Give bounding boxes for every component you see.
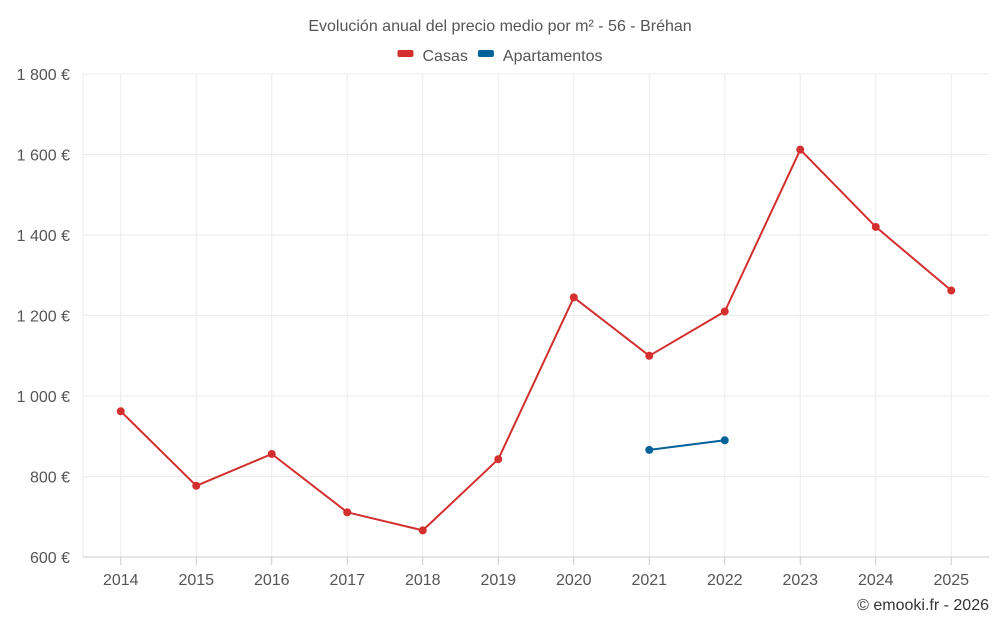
series-group xyxy=(116,145,956,535)
series-line xyxy=(120,148,952,532)
y-tick-label: 1 400 € xyxy=(17,228,70,245)
data-point[interactable] xyxy=(418,526,427,535)
y-tick-label: 1 800 € xyxy=(17,67,70,84)
data-point[interactable] xyxy=(343,508,352,517)
x-tick-label: 2019 xyxy=(480,572,516,589)
x-tick-label: 2015 xyxy=(178,572,214,589)
legend-swatch xyxy=(397,50,414,57)
y-tick-label: 600 € xyxy=(30,550,70,567)
data-point[interactable] xyxy=(494,455,503,464)
data-point[interactable] xyxy=(720,307,729,316)
y-tick-label: 1 600 € xyxy=(17,148,70,165)
x-tick-label: 2024 xyxy=(858,572,894,589)
x-tick-label: 2020 xyxy=(556,572,592,589)
credit-text: © emooki.fr - 2026 xyxy=(857,597,989,614)
series-casas xyxy=(116,145,956,535)
data-point[interactable] xyxy=(569,293,578,302)
y-tick-label: 1 000 € xyxy=(17,389,70,406)
data-point[interactable] xyxy=(116,407,125,416)
data-point[interactable] xyxy=(796,145,805,154)
y-tick-label: 1 200 € xyxy=(17,309,70,326)
y-tick-label: 800 € xyxy=(30,470,70,487)
y-axis: 600 € 800 € 1 000 € 1 200 € 1 400 € 1 600 € 1 … xyxy=(17,67,70,567)
data-point[interactable] xyxy=(720,436,729,445)
legend-label: Casas xyxy=(423,48,468,65)
series-apartamentos xyxy=(645,436,729,454)
x-tick-label: 2023 xyxy=(782,572,818,589)
grid xyxy=(82,73,989,557)
legend: Casas Apartamentos xyxy=(397,48,603,65)
data-point[interactable] xyxy=(645,351,654,360)
chart-title: Evolución anual del precio medio por m² … xyxy=(308,18,691,35)
x-tick-label: 2014 xyxy=(103,572,139,589)
x-tick-label: 2022 xyxy=(707,572,743,589)
x-tick-label: 2018 xyxy=(405,572,441,589)
data-point[interactable] xyxy=(947,286,956,295)
x-axis: 2014 2015 2016 2017 2018 2019 2020 2021 2022 2023… xyxy=(83,556,989,589)
legend-item[interactable]: Apartamentos xyxy=(477,48,603,65)
x-tick-label: 2025 xyxy=(933,572,969,589)
data-point[interactable] xyxy=(871,222,880,231)
x-tick-label: 2016 xyxy=(254,572,290,589)
legend-label: Apartamentos xyxy=(503,48,603,65)
series-line xyxy=(649,439,725,451)
legend-swatch xyxy=(477,50,494,57)
x-tick-label: 2017 xyxy=(329,572,365,589)
x-tick-label: 2021 xyxy=(631,572,667,589)
data-point[interactable] xyxy=(192,481,201,490)
legend-item[interactable]: Casas xyxy=(397,48,468,65)
data-point[interactable] xyxy=(267,449,276,458)
data-point[interactable] xyxy=(645,445,654,454)
